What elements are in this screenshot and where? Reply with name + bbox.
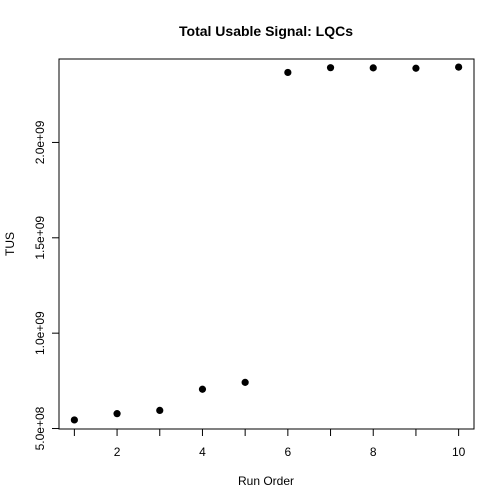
data-point — [156, 407, 163, 414]
x-axis: 2 4 6 8 10 — [74, 429, 465, 459]
data-point — [284, 69, 291, 76]
data-points — [71, 64, 462, 424]
data-point — [327, 64, 334, 71]
x-tick-label: 6 — [285, 445, 292, 459]
data-point — [455, 64, 462, 71]
y-tick-label: 1.5e+09 — [33, 216, 47, 260]
x-tick-label: 10 — [452, 445, 466, 459]
x-tick-label: 4 — [199, 445, 206, 459]
y-tick-label: 2.0e+09 — [33, 120, 47, 164]
y-axis-label: TUS — [3, 232, 17, 256]
y-tick-label: 5.0e+08 — [33, 406, 47, 450]
data-point — [71, 416, 78, 423]
data-point — [412, 65, 419, 72]
y-tick-label: 1.0e+09 — [33, 311, 47, 355]
data-point — [113, 410, 120, 417]
chart-title: Total Usable Signal: LQCs — [179, 23, 353, 39]
x-axis-label: Run Order — [238, 474, 294, 488]
data-point — [370, 64, 377, 71]
x-tick-label: 8 — [370, 445, 377, 459]
y-axis: 5.0e+08 1.0e+09 1.5e+09 2.0e+09 — [33, 120, 59, 450]
plot-frame — [59, 59, 474, 429]
data-point — [242, 379, 249, 386]
data-point — [199, 386, 206, 393]
x-tick-label: 2 — [114, 445, 121, 459]
